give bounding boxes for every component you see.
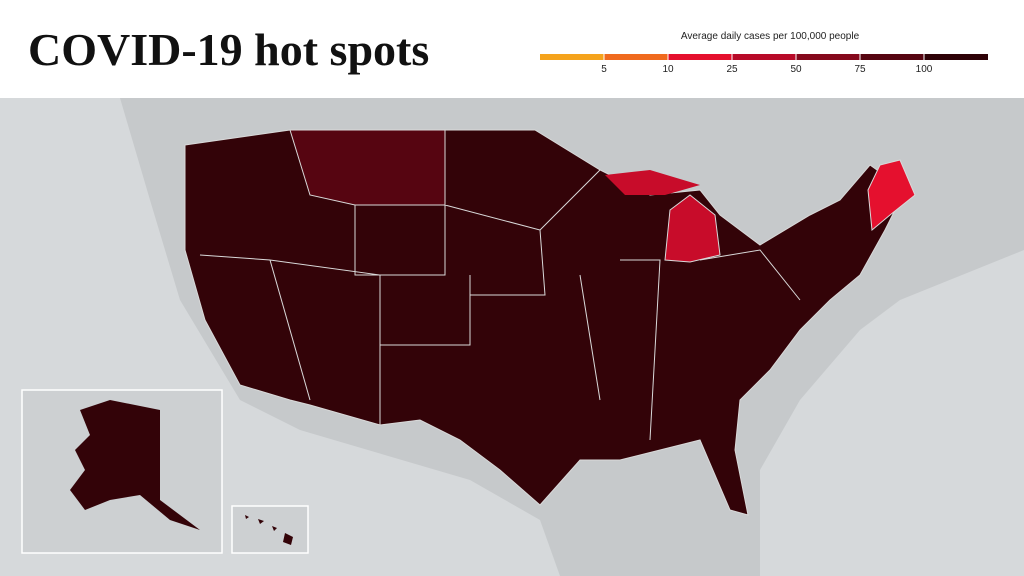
legend-tick-label: 25 xyxy=(726,64,738,75)
legend-tick-label: 10 xyxy=(662,64,674,75)
michigan xyxy=(664,194,721,263)
legend-tick-label: 5 xyxy=(601,64,607,75)
legend-swatch xyxy=(604,54,668,60)
map xyxy=(0,98,1024,576)
legend-tick-label: 100 xyxy=(916,64,933,75)
legend-swatch xyxy=(668,54,732,60)
hawaii-inset xyxy=(231,505,309,554)
legend-swatch xyxy=(732,54,796,60)
legend-swatch xyxy=(796,54,860,60)
legend-swatch xyxy=(540,54,604,60)
legend-swatch xyxy=(860,54,924,60)
legend: 5 10 25 50 75 100 xyxy=(540,54,988,75)
page-title: COVID-19 hot spots xyxy=(28,24,429,75)
legend-title: Average daily cases per 100,000 people xyxy=(681,31,860,42)
maine xyxy=(867,159,916,231)
legend-swatch xyxy=(924,54,988,60)
contiguous-states xyxy=(184,129,906,516)
montana xyxy=(289,129,446,206)
header-bg xyxy=(0,0,1024,98)
legend-tick-label: 75 xyxy=(854,64,866,75)
state-borders xyxy=(199,169,801,441)
alaska xyxy=(70,400,200,530)
hawaii xyxy=(245,515,293,545)
michigan-upper xyxy=(605,170,700,195)
legend-tick-label: 50 xyxy=(790,64,802,75)
